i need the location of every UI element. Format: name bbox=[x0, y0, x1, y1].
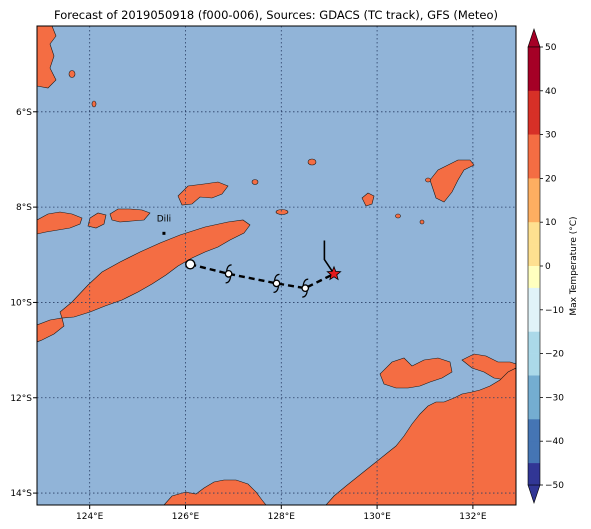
colorbar-swatch bbox=[528, 134, 540, 157]
colorbar-swatch bbox=[528, 441, 540, 464]
city-marker: Dili bbox=[157, 214, 171, 235]
colorbar-swatch bbox=[528, 68, 540, 92]
cobourg-peninsula bbox=[461, 353, 516, 383]
colorbar-swatch bbox=[528, 266, 540, 289]
colorbar-extend-max bbox=[527, 28, 541, 48]
islet-f bbox=[395, 213, 401, 219]
map-border bbox=[36, 25, 517, 506]
colorbar-swatch bbox=[528, 463, 540, 486]
colorbar-swatch bbox=[528, 397, 540, 420]
australia-mainland bbox=[325, 367, 516, 505]
track-point-low-icon bbox=[185, 259, 196, 270]
x-tick-label-0: 124°E bbox=[76, 512, 104, 522]
colorbar-tick-label: 50 bbox=[545, 43, 557, 53]
colorbar-tick-label: −20 bbox=[545, 350, 564, 360]
colorbar-swatch bbox=[528, 353, 540, 376]
land-masses bbox=[37, 26, 516, 505]
islet-g bbox=[419, 219, 425, 225]
x-tick-label-1: 126°E bbox=[172, 512, 200, 522]
colorbar-label: Max Temperature (°C) bbox=[569, 216, 579, 315]
storm-track bbox=[185, 240, 342, 298]
islet-c bbox=[307, 158, 317, 166]
colorbar-swatch bbox=[528, 90, 540, 113]
colorbar-tick-label: −50 bbox=[545, 481, 564, 491]
colorbar-tick-label: −30 bbox=[545, 393, 564, 403]
colorbar-tick-label: −40 bbox=[545, 437, 564, 447]
colorbar-swatch bbox=[528, 244, 540, 267]
colorbar-swatch bbox=[528, 178, 540, 201]
colorbar-tick-label: 30 bbox=[545, 131, 557, 141]
wetar-island bbox=[177, 181, 229, 206]
islet-h bbox=[425, 177, 431, 183]
colorbar-swatch bbox=[528, 156, 540, 179]
pantar-island bbox=[87, 212, 107, 229]
timor-island bbox=[59, 219, 251, 319]
colorbar-tick-label: 10 bbox=[545, 218, 557, 228]
track-point-storm-icon bbox=[301, 278, 310, 298]
y-tick-label-4: 14°S bbox=[10, 489, 32, 499]
city-label: Dili bbox=[157, 214, 171, 224]
islet-e bbox=[275, 209, 289, 215]
tiwi-islands bbox=[379, 357, 453, 389]
y-tick-label-2: 10°S bbox=[10, 298, 32, 308]
colorbar-swatch bbox=[528, 331, 540, 354]
axis-ticks: 124°E 126°E 128°E 130°E 132°E 6°S 8°S 10°S 12°S 1… bbox=[10, 108, 487, 522]
tanimbar-island bbox=[429, 159, 475, 203]
map-panel: Dili 124°E 126°E 128°E 130°E 132°E 6°S 8°S 10°S… bbox=[10, 25, 517, 522]
track-point-storm-icon bbox=[224, 264, 233, 284]
colorbar-tick-label: 20 bbox=[545, 174, 557, 184]
islet-a bbox=[68, 70, 76, 78]
track-point-storm-icon bbox=[272, 273, 281, 293]
x-tick-label-3: 130°E bbox=[363, 512, 391, 522]
islet-b bbox=[91, 100, 97, 108]
city-dot bbox=[162, 231, 166, 235]
y-tick-label-0: 6°S bbox=[16, 108, 32, 118]
islet-d bbox=[251, 179, 259, 185]
figure-title: Forecast of 2019050918 (f000-006), Sourc… bbox=[54, 8, 498, 22]
colorbar-swatch bbox=[528, 112, 540, 135]
colorbar-tick-label: 0 bbox=[545, 262, 551, 272]
rote-island bbox=[37, 317, 65, 343]
colorbar-swatch bbox=[528, 47, 540, 70]
colorbar: Max Temperature (°C) 50 40 30 20 10 0 −10 −20 −3… bbox=[527, 28, 579, 504]
colorbar-swatch bbox=[528, 309, 540, 332]
y-tick-label-3: 12°S bbox=[10, 394, 32, 404]
babar-island bbox=[361, 192, 375, 207]
colorbar-extend-min bbox=[527, 484, 541, 504]
colorbar-tick-label: 40 bbox=[545, 87, 557, 97]
current-position-star-icon bbox=[326, 265, 342, 281]
colorbar-swatch bbox=[528, 375, 540, 398]
colorbar-swatch bbox=[528, 287, 540, 311]
buru-island bbox=[37, 26, 57, 89]
colorbar-swatch bbox=[528, 419, 540, 442]
past-track-line bbox=[323, 240, 335, 275]
y-tick-label-1: 8°S bbox=[16, 203, 32, 213]
colorbar-swatch bbox=[528, 222, 540, 245]
flores-island bbox=[37, 211, 83, 235]
colorbar-swatch bbox=[528, 200, 540, 223]
colorbar-tick-label: −10 bbox=[545, 306, 564, 316]
x-tick-label-2: 128°E bbox=[268, 512, 296, 522]
alor-island bbox=[109, 208, 151, 223]
x-tick-label-4: 132°E bbox=[459, 512, 487, 522]
kimberley-coast bbox=[163, 479, 267, 505]
